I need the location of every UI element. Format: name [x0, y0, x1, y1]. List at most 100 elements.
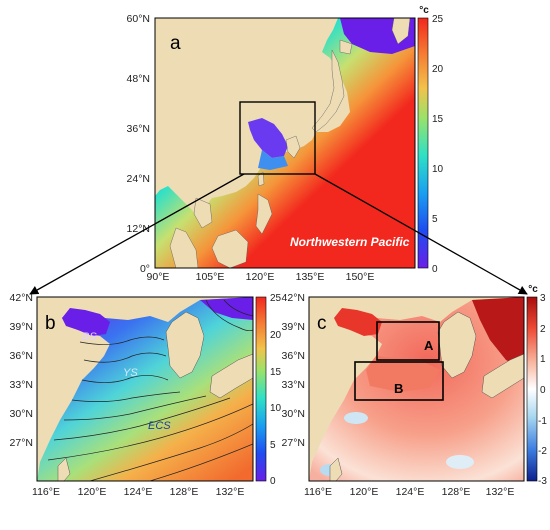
region-label-ecs: ECS	[148, 420, 171, 432]
lon-tick: 120°E	[246, 271, 275, 283]
lat-tick: 27°N	[282, 437, 305, 449]
panel-a-sea	[155, 18, 415, 268]
lon-tick: 132°E	[486, 486, 515, 498]
lon-tick: 150°E	[346, 271, 375, 283]
panel-a-region-label: Northwestern Pacific	[290, 235, 410, 249]
panel-a-lon-axis: 90°E 105°E 120°E 135°E 150°E	[147, 271, 375, 283]
panel-b-letter: b	[45, 313, 56, 334]
colorbar-tick: 15	[270, 367, 282, 378]
lat-tick: 60°N	[127, 13, 150, 25]
panel-c-taiwan	[329, 457, 343, 481]
panel-a-borneo	[211, 229, 249, 268]
panel-c-letter: c	[317, 313, 327, 334]
lat-tick: 36°N	[282, 350, 305, 362]
colorbar-tick: 10	[432, 164, 444, 175]
lon-tick: 132°E	[216, 486, 245, 498]
colorbar-tick: 25	[270, 293, 282, 304]
lat-tick: 33°N	[10, 379, 33, 391]
panel-c-colorbar-ramp	[526, 296, 538, 482]
panel-b-lon-axis: 116°E 120°E 124°E 128°E 132°E	[32, 486, 244, 498]
panel-c-yellow-sea-anomaly	[366, 356, 440, 392]
lat-tick: 42°N	[10, 292, 33, 304]
colorbar-tick: 0	[540, 385, 546, 396]
panel-b-colorbar-ramp	[255, 296, 267, 482]
panel-c-lat-axis: 42°N 39°N 36°N 33°N 30°N 27°N	[282, 292, 305, 449]
panel-b-japan-sea	[200, 297, 253, 320]
colorbar-tick: 1	[540, 354, 546, 365]
panel-b-korea	[165, 311, 205, 379]
panel-b-frame	[36, 296, 254, 482]
lon-tick: 105°E	[196, 271, 225, 283]
panel-a-bohai-sea	[248, 118, 288, 158]
panel-c-box-b	[354, 361, 444, 401]
panel-c-box-a-label: A	[424, 338, 434, 353]
panel-a-japan	[311, 49, 345, 133]
panel-c-bohai-anomaly	[334, 308, 382, 336]
colorbar-tick: 15	[432, 114, 444, 125]
colorbar-tick: -1	[538, 416, 547, 427]
panel-b-map: b BS YS ECS 42°N 39°N 36°N 33°N 30°N 27°…	[10, 292, 254, 498]
panel-c-box-b-label: B	[394, 381, 403, 396]
colorbar-tick: 5	[270, 440, 276, 451]
panel-b-taiwan	[57, 457, 71, 481]
region-label-ys: YS	[123, 367, 138, 379]
panel-a-colorbar-ramp	[417, 17, 429, 269]
panel-a-frame	[154, 17, 416, 269]
colorbar-tick: 3	[540, 293, 546, 304]
lat-tick: 24°N	[127, 173, 150, 185]
panel-a-letter: a	[170, 33, 181, 54]
panel-c-japan-sea-anomaly	[472, 297, 524, 370]
region-label-bs: BS	[82, 331, 97, 343]
colorbar-tick: -3	[538, 476, 547, 487]
lat-tick: 30°N	[10, 408, 33, 420]
colorbar-tick: 20	[270, 330, 282, 341]
lon-tick: 90°E	[147, 271, 170, 283]
colorbar-tick: 2	[540, 324, 546, 335]
panel-c-map: c A B 42°N 39°N 36°N 33°N 30°N 27°N 116°…	[282, 292, 525, 498]
lon-tick: 116°E	[32, 486, 60, 498]
colorbar-tick: 0	[432, 264, 438, 275]
panel-a-kamchatka	[391, 18, 411, 45]
panel-a-colorbar: °c 25 20 15 10 5 0	[417, 5, 444, 275]
lon-tick: 120°E	[350, 486, 379, 498]
panel-c-lon-axis: 116°E 120°E 124°E 128°E 132°E	[304, 486, 514, 498]
lat-tick: 39°N	[10, 321, 33, 333]
panel-b-contours	[47, 299, 253, 481]
panel-a-sumatra	[169, 227, 199, 268]
lat-tick: 12°N	[127, 223, 150, 235]
lon-tick: 124°E	[396, 486, 425, 498]
zoom-arrow-left	[29, 173, 245, 295]
panel-b-bohai	[62, 308, 110, 336]
panel-b-japan	[209, 353, 253, 399]
colorbar-tick: 25	[432, 14, 444, 25]
panel-a-map: a Northwestern Pacific 60°N 48°N 36°N 24…	[127, 13, 416, 283]
lon-tick: 124°E	[124, 486, 153, 498]
panel-c-colorbar-unit: °c	[528, 284, 538, 295]
lat-tick: 33°N	[282, 379, 305, 391]
lat-tick: 48°N	[127, 73, 150, 85]
lat-tick: 0°	[140, 263, 150, 275]
panel-a-hokkaido	[339, 39, 353, 55]
lat-tick: 36°N	[127, 123, 150, 135]
colorbar-tick: -2	[538, 446, 547, 457]
lat-tick: 39°N	[282, 321, 305, 333]
lat-tick: 42°N	[282, 292, 305, 304]
lon-tick: 120°E	[78, 486, 107, 498]
colorbar-tick: 10	[270, 403, 282, 414]
panel-c-box-a	[376, 321, 440, 361]
lon-tick: 135°E	[296, 271, 325, 283]
panel-a-lat-axis: 60°N 48°N 36°N 24°N 12°N 0°	[127, 13, 150, 275]
panel-c-colorbar: °c 3 2 1 0 -1 -2 -3	[526, 284, 547, 487]
panel-a-indochina	[193, 197, 213, 229]
panel-c-frame	[308, 296, 525, 482]
panel-a-zoom-box	[239, 101, 316, 175]
colorbar-tick: 5	[432, 214, 438, 225]
lon-tick: 128°E	[442, 486, 471, 498]
panel-b-colorbar: 25 20 15 10 5 0	[255, 293, 282, 487]
lat-tick: 30°N	[282, 408, 305, 420]
panel-c-cold-patch	[446, 455, 474, 469]
lon-tick: 116°E	[304, 486, 332, 498]
panel-a-philippines	[255, 193, 273, 235]
panel-c-japan	[481, 353, 524, 399]
